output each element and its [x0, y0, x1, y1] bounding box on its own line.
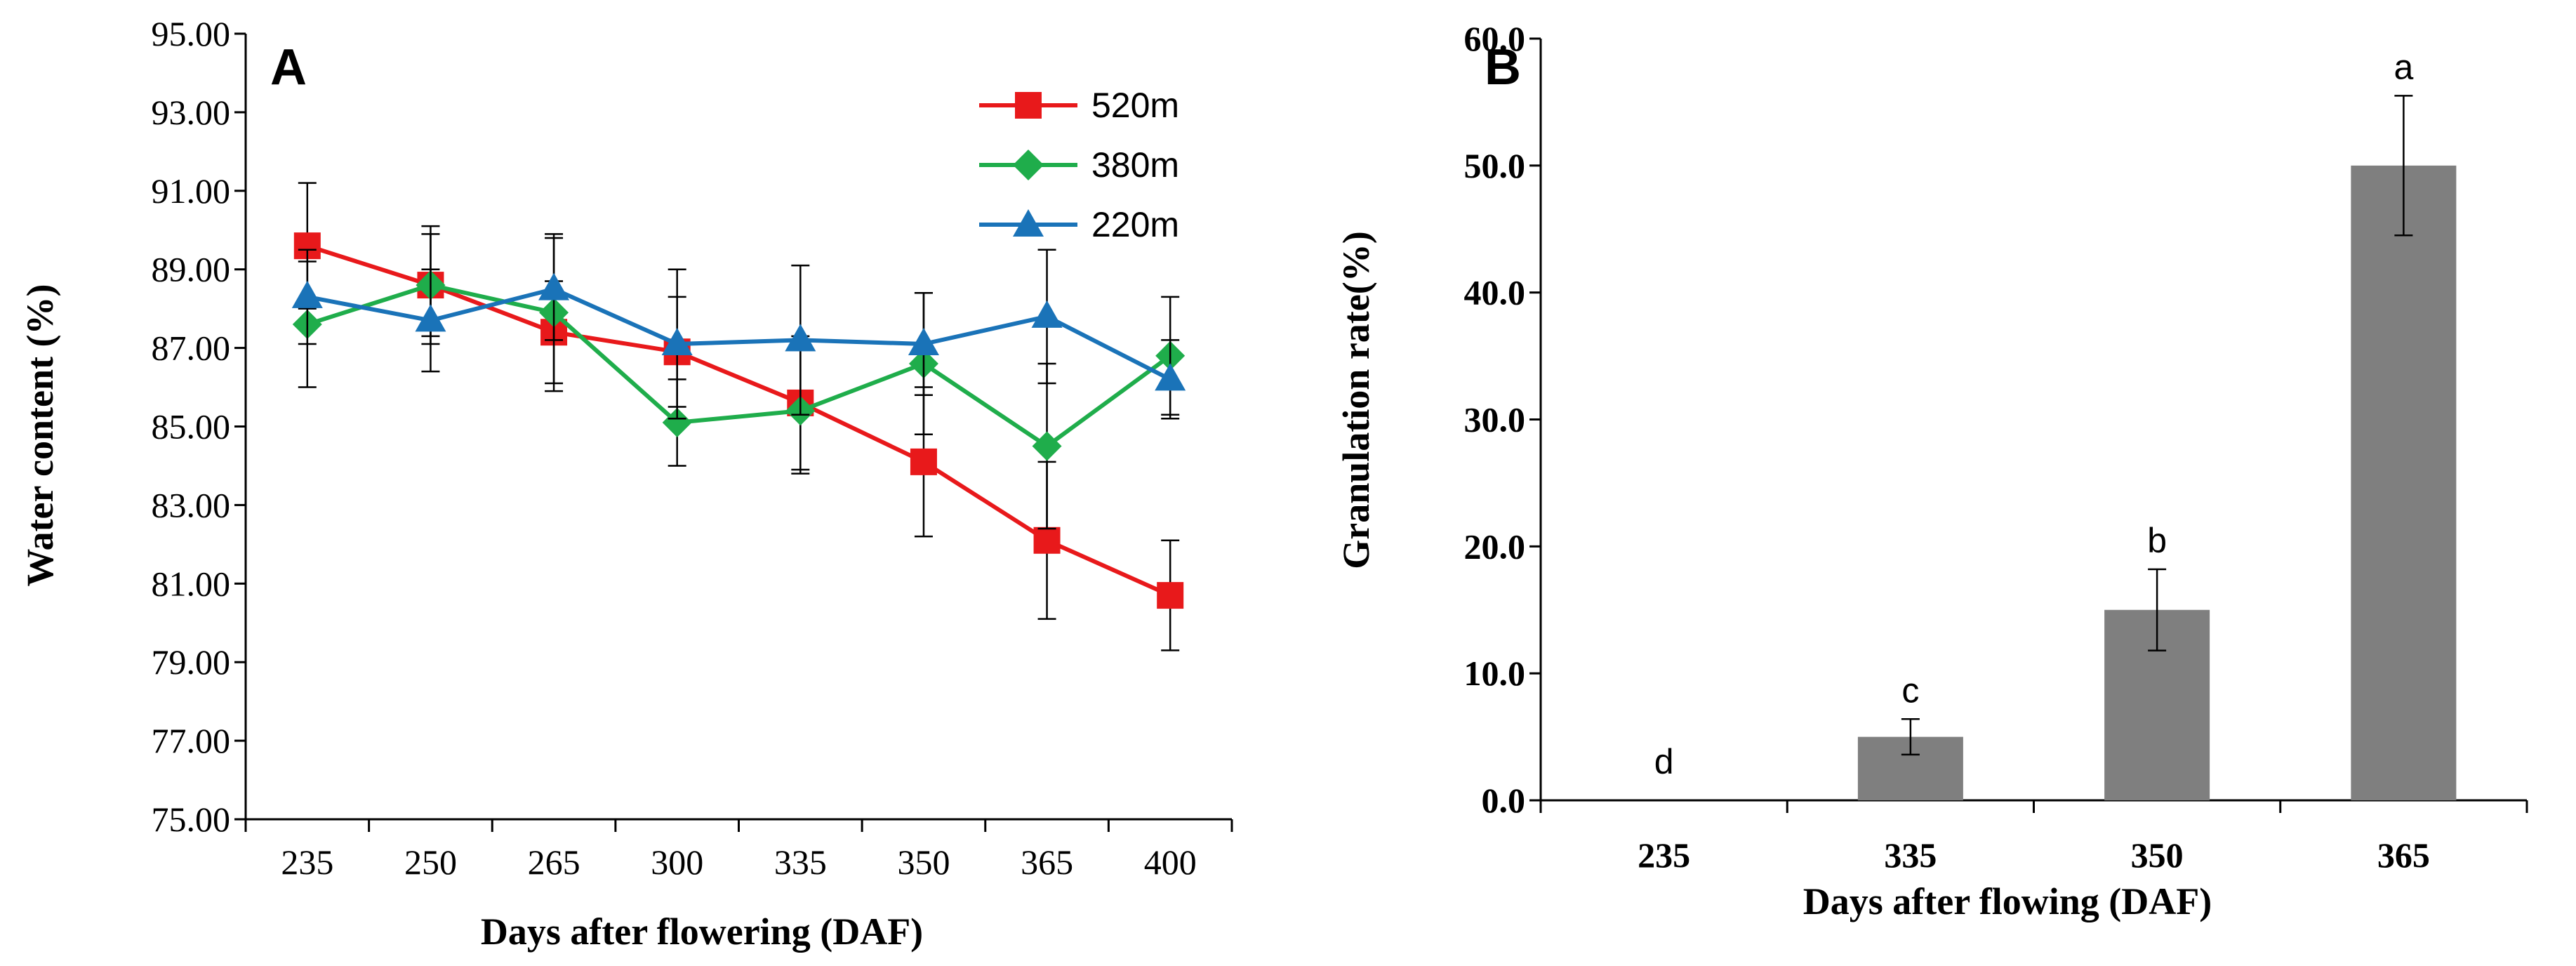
- panel-a-xtick-label: 265: [528, 842, 580, 882]
- panel-b-y-axis: [1529, 37, 1542, 802]
- panel-b-ytick-label: 10.0: [1464, 654, 1526, 693]
- point-220m: [908, 328, 939, 356]
- panel-b-ytick-label: 0.0: [1482, 781, 1526, 820]
- panel-a-ytick-label: 83.00: [152, 485, 231, 524]
- series-line-380m: [306, 283, 1171, 449]
- point-520m: [910, 448, 937, 475]
- panel-a-xtick-label: 350: [897, 842, 950, 882]
- panel-a-y-axis: [234, 32, 247, 821]
- point-220m: [291, 280, 323, 308]
- panel-a-ytick-label: 91.00: [152, 171, 231, 211]
- series-220m: [291, 237, 1186, 420]
- panel-a-xtick-label: 250: [404, 842, 457, 882]
- panel-b-ytick-label: 30.0: [1464, 400, 1526, 439]
- panel-b-ytick-label: 50.0: [1464, 146, 1526, 185]
- panel-a-ytick-label: 77.00: [152, 721, 231, 760]
- legend-entry-380m: 380m: [979, 145, 1179, 185]
- bar-365: [2351, 165, 2457, 801]
- panel-a-series-group: [291, 182, 1186, 651]
- point-520m: [1157, 582, 1184, 609]
- panel-b-label: B: [1485, 39, 1521, 95]
- panel-a-xtick-labels: 235 250 265 300 335 350 365 400: [281, 842, 1196, 882]
- panel-a-xtick-label: 235: [281, 842, 333, 882]
- panel-a-xtick-label: 335: [774, 842, 827, 882]
- point-220m: [538, 272, 570, 300]
- legend-label-380m: 380m: [1091, 145, 1179, 185]
- panel-a-ytick-label: 89.00: [152, 250, 231, 289]
- panel-b-xtick-labels: 235 335 350 365: [1638, 835, 2430, 875]
- significance-letter-365: a: [2394, 47, 2413, 86]
- panel-b-ytick-label: 60.0: [1464, 19, 1526, 58]
- panel-b-xtick-label: 235: [1638, 835, 1690, 875]
- legend-marker-220m: [1013, 209, 1044, 237]
- panel-b-xtick-label: 365: [2377, 835, 2430, 875]
- legend-label-520m: 520m: [1091, 86, 1179, 125]
- point-520m: [1033, 527, 1061, 554]
- panel-b-ytick-labels: 0.0 10.0 20.0 30.0 40.0 50.0 60.0: [1464, 19, 1526, 820]
- significance-letter-350: b: [2147, 521, 2167, 560]
- error-bar-350: [2148, 568, 2167, 651]
- point-220m: [785, 324, 816, 352]
- series-380m: [292, 233, 1186, 530]
- point-220m: [1031, 300, 1063, 328]
- error-bar-365: [2394, 95, 2413, 237]
- panel-b-xtick-label: 335: [1884, 835, 1937, 875]
- panel-a-ytick-label: 79.00: [152, 642, 231, 682]
- significance-letter-335: c: [1901, 670, 1919, 710]
- legend-marker-380m: [1013, 150, 1044, 180]
- panel-b-ytick-label: 40.0: [1464, 273, 1526, 312]
- panel-b-y-axis-title: Granulation rate(%): [1335, 231, 1377, 569]
- panel-a-ytick-label: 75.00: [152, 800, 231, 839]
- point-220m: [1155, 363, 1186, 391]
- panel-a-legend: 520m 380m 220m: [979, 86, 1179, 244]
- point-220m: [415, 304, 446, 332]
- panel-b-x-axis-title: Days after flowing (DAF): [1803, 880, 2212, 922]
- panel-b-xtick-label: 350: [2131, 835, 2184, 875]
- panel-a-x-axis-title: Days after flowering (DAF): [481, 911, 923, 953]
- legend-marker-520m: [1015, 92, 1042, 119]
- panel-a-y-axis-title: Water content (%): [19, 284, 61, 587]
- panel-a-line-chart: 75.00 77.00 79.00 81.00 83.00 85.00 87.00 89.00…: [19, 14, 1233, 953]
- panel-b-x-axis: [1539, 799, 2528, 813]
- panel-a-xtick-label: 300: [651, 842, 703, 882]
- point-380m: [1032, 431, 1062, 461]
- panel-a-x-axis: [244, 818, 1233, 832]
- error-bar-335: [1901, 718, 1920, 756]
- panel-b-ytick-label: 20.0: [1464, 527, 1526, 566]
- panel-a-ytick-label: 93.00: [152, 93, 231, 132]
- panel-a-ytick-label: 85.00: [152, 407, 231, 446]
- panel-a-xtick-label: 400: [1144, 842, 1197, 882]
- significance-letter-235: d: [1654, 742, 1674, 781]
- panel-b-bar-chart: 0.0 10.0 20.0 30.0 40.0 50.0 60.0 235 335 350 365…: [1335, 19, 2528, 922]
- series-line-220m: [307, 286, 1171, 382]
- panel-a-ytick-label: 87.00: [152, 329, 231, 368]
- legend-label-220m: 220m: [1091, 205, 1179, 244]
- panel-b-significance-labels: d c b a: [1654, 47, 2414, 781]
- point-220m: [661, 328, 693, 356]
- panel-a-label: A: [270, 39, 307, 95]
- panel-b-bars-group: [1857, 95, 2457, 801]
- panel-a-ytick-labels: 75.00 77.00 79.00 81.00 83.00 85.00 87.00 89.00…: [152, 14, 231, 839]
- series-line-520m: [306, 244, 1171, 597]
- legend-entry-520m: 520m: [979, 86, 1179, 125]
- panel-a-xtick-label: 365: [1021, 842, 1073, 882]
- point-380m: [662, 407, 692, 437]
- panel-a-ytick-label: 81.00: [152, 564, 231, 603]
- legend-entry-220m: 220m: [979, 205, 1179, 244]
- panel-a-ytick-label: 95.00: [152, 14, 231, 53]
